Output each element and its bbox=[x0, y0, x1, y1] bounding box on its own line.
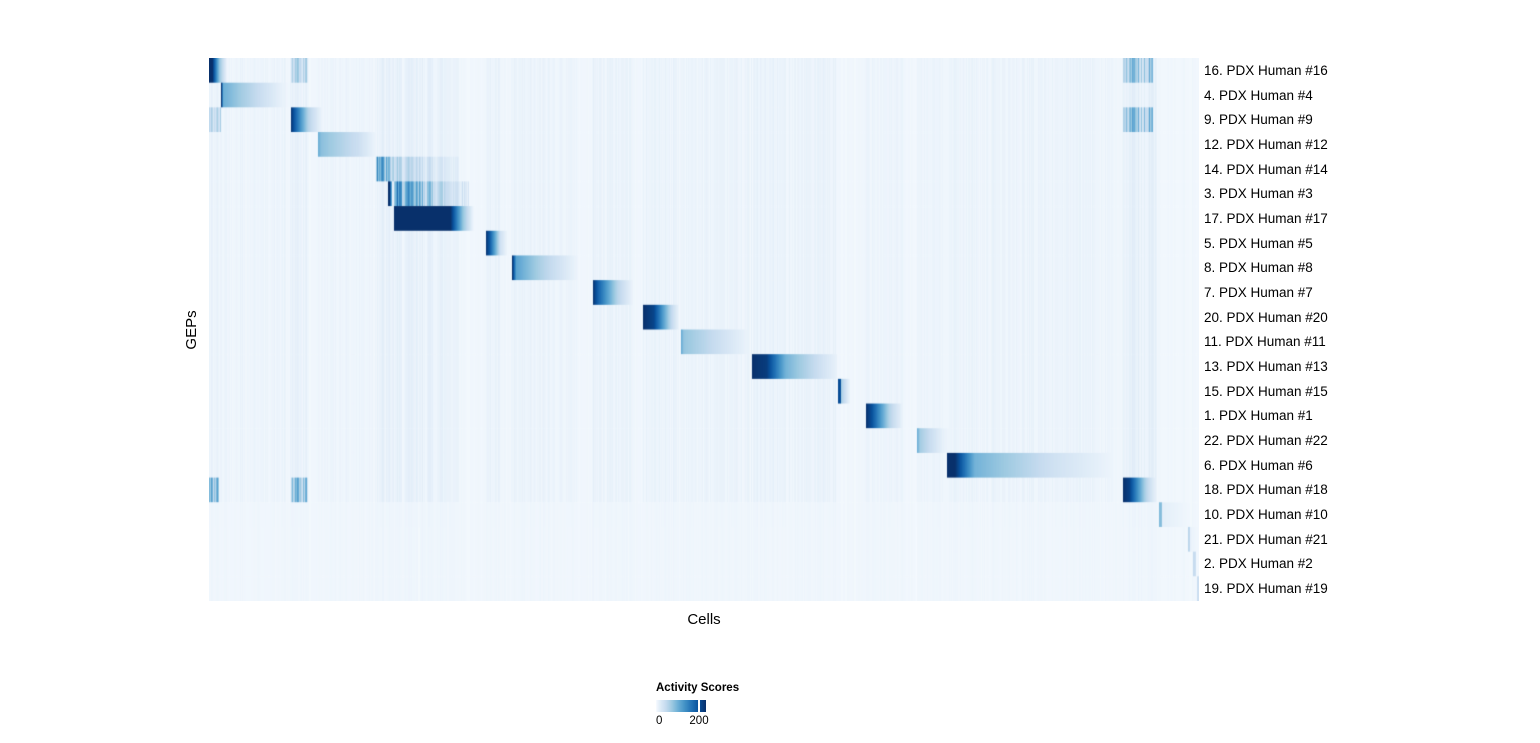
legend: Activity Scores 0 200 bbox=[656, 682, 876, 729]
row-label: 18. PDX Human #18 bbox=[1204, 482, 1328, 498]
row-labels: 16. PDX Human #16 4. PDX Human #4 9. PDX H… bbox=[1204, 0, 1534, 620]
row-label: 4. PDX Human #4 bbox=[1204, 87, 1313, 103]
row-label: 3. PDX Human #3 bbox=[1204, 186, 1313, 202]
legend-min-label: 0 bbox=[656, 715, 663, 727]
y-axis-label: GEPs bbox=[183, 310, 200, 350]
legend-colorbar bbox=[656, 700, 706, 712]
row-label: 2. PDX Human #2 bbox=[1204, 556, 1313, 572]
x-axis-label: Cells bbox=[687, 611, 721, 628]
row-label: 10. PDX Human #10 bbox=[1204, 507, 1328, 523]
row-label: 11. PDX Human #11 bbox=[1204, 334, 1326, 350]
row-label: 14. PDX Human #14 bbox=[1204, 161, 1328, 177]
row-label: 21. PDX Human #21 bbox=[1204, 531, 1328, 547]
row-label: 6. PDX Human #6 bbox=[1204, 457, 1313, 473]
row-label: 9. PDX Human #9 bbox=[1204, 112, 1313, 128]
row-label: 5. PDX Human #5 bbox=[1204, 235, 1313, 251]
heatmap-canvas bbox=[209, 58, 1199, 601]
row-label: 8. PDX Human #8 bbox=[1204, 260, 1313, 276]
legend-tick-label: 200 bbox=[689, 715, 709, 727]
row-label: 13. PDX Human #13 bbox=[1204, 359, 1328, 374]
legend-title: Activity Scores bbox=[656, 682, 740, 694]
row-label: 16. PDX Human #16 bbox=[1204, 62, 1328, 78]
row-label: 20. PDX Human #20 bbox=[1204, 309, 1328, 325]
row-label: 19. PDX Human #19 bbox=[1204, 581, 1328, 597]
legend-tick-mark bbox=[698, 700, 700, 712]
row-label: 15. PDX Human #15 bbox=[1204, 383, 1328, 399]
row-label: 1. PDX Human #1 bbox=[1204, 408, 1313, 424]
row-label: 7. PDX Human #7 bbox=[1204, 284, 1313, 300]
row-label: 22. PDX Human #22 bbox=[1204, 433, 1328, 449]
legend-labels: 0 200 bbox=[656, 715, 776, 729]
row-label: 17. PDX Human #17 bbox=[1204, 210, 1328, 226]
row-label: 12. PDX Human #12 bbox=[1204, 136, 1328, 152]
